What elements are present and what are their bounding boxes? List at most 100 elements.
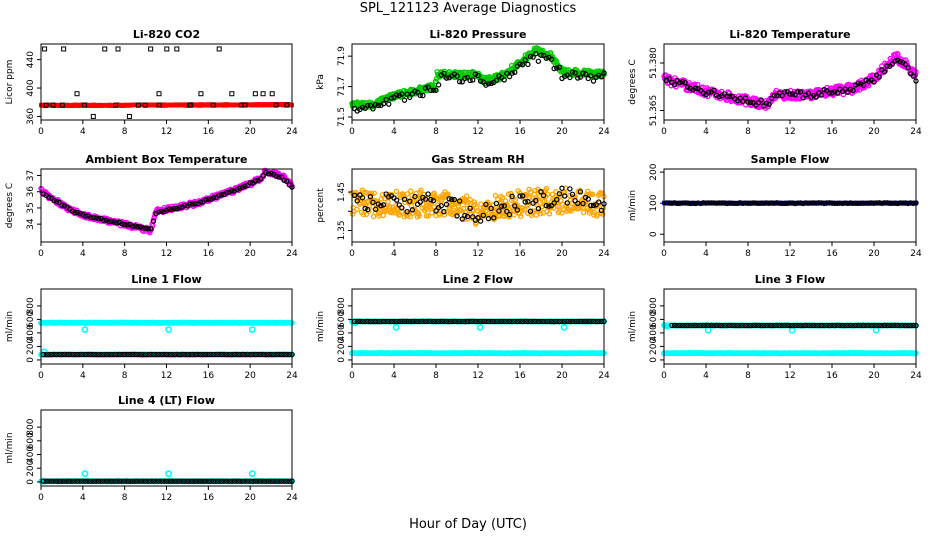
avg-point: [388, 95, 395, 101]
avg-point: [690, 200, 696, 206]
y-tick-label: 0: [337, 357, 347, 363]
avg-point: [483, 318, 489, 325]
avg-point: [577, 318, 584, 325]
x-tick-label: 4: [703, 249, 709, 259]
raw-point: [460, 205, 467, 212]
avg-point: [247, 180, 253, 186]
avg-series: [351, 318, 607, 325]
x-tick-label: 0: [38, 127, 44, 137]
avg-point: [137, 224, 144, 230]
avg-point: [153, 351, 159, 358]
avg-point: [501, 203, 507, 209]
avg-point: [265, 351, 272, 358]
raw-point: [517, 190, 523, 196]
avg-point: [590, 78, 597, 84]
avg-point: [585, 318, 591, 325]
avg-point: [174, 205, 180, 212]
raw-point: [478, 201, 484, 207]
avg-point: [218, 351, 225, 358]
avg-point: [491, 215, 497, 221]
avg-point: [435, 82, 442, 88]
x-tick-label: 0: [349, 249, 355, 259]
avg-point: [357, 318, 363, 325]
avg-point: [229, 188, 235, 194]
avg-point: [464, 213, 471, 220]
avg-point: [69, 208, 76, 214]
avg-point: [771, 200, 777, 206]
x-tick-label: 20: [556, 249, 568, 259]
avg-point: [884, 63, 890, 69]
avg-point: [810, 92, 817, 99]
avg-point: [72, 351, 78, 358]
avg-point: [59, 351, 65, 358]
y-axis-label: ml/min: [628, 190, 638, 221]
avg-point: [142, 351, 149, 358]
avg-point: [433, 208, 439, 214]
avg-point: [501, 318, 507, 325]
raw-point: [433, 78, 439, 85]
raw-point: [393, 188, 400, 195]
avg-point: [829, 200, 835, 206]
raw-point: [409, 192, 415, 199]
avg-point: [278, 351, 285, 358]
avg-point: [255, 351, 261, 358]
avg-point: [585, 75, 591, 82]
avg-point: [140, 225, 146, 231]
raw-point: [536, 194, 542, 200]
avg-point: [142, 225, 149, 232]
avg-series: [351, 50, 607, 114]
avg-point: [80, 351, 86, 358]
panel-title: Gas Stream RH: [431, 153, 524, 166]
raw-point: [360, 211, 367, 218]
avg-point: [496, 318, 502, 325]
avg-point: [388, 318, 395, 325]
avg-point: [132, 351, 138, 358]
avg-point: [252, 91, 258, 97]
raw-point: [364, 190, 370, 196]
avg-point: [705, 89, 712, 96]
x-tick-label: 0: [38, 249, 44, 259]
avg-point: [184, 351, 191, 358]
avg-point: [485, 318, 492, 325]
x-tick-label: 20: [244, 371, 256, 381]
plot-frame: [351, 43, 605, 121]
x-tick-label: 12: [784, 249, 795, 259]
avg-point: [692, 200, 699, 207]
avg-point: [174, 351, 180, 358]
avg-point: [399, 91, 405, 97]
avg-point: [897, 200, 903, 206]
raw-point: [532, 187, 538, 194]
avg-point: [761, 200, 767, 206]
avg-point: [263, 169, 269, 176]
avg-point: [203, 197, 209, 203]
avg-point: [210, 102, 216, 108]
y-tick-label: 51.380: [649, 47, 659, 79]
x-tick-label: 16: [514, 371, 526, 381]
avg-point: [866, 200, 872, 206]
avg-point: [119, 351, 125, 358]
avg-point: [393, 197, 400, 203]
x-tick-label: 8: [745, 249, 751, 259]
avg-point: [577, 189, 584, 195]
avg-point: [281, 177, 287, 183]
avg-point: [803, 200, 809, 206]
avg-point: [127, 351, 133, 358]
avg-point: [472, 71, 479, 77]
avg-point: [171, 351, 178, 358]
raw-point: [399, 208, 405, 214]
avg-point: [169, 206, 175, 212]
avg-point: [189, 351, 196, 358]
avg-point: [273, 102, 279, 108]
avg-point: [43, 351, 49, 358]
avg-point: [372, 318, 379, 325]
avg-point: [475, 72, 481, 79]
raw-point: [474, 205, 480, 211]
y-tick-label: 440: [26, 51, 36, 68]
avg-point: [420, 318, 426, 325]
avg-point: [74, 91, 80, 97]
x-tick-label: 24: [598, 127, 610, 137]
avg-point: [575, 200, 581, 207]
avg-point: [684, 200, 691, 206]
